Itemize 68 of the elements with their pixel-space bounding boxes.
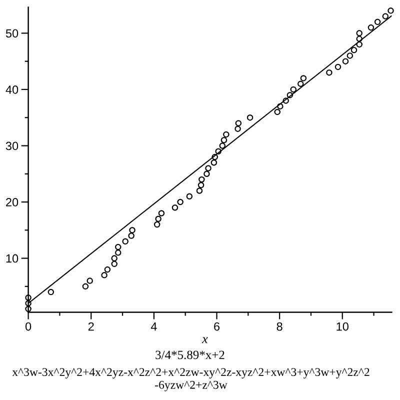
point [334,64,342,70]
point [155,216,162,222]
y-tick-label: 20 [6,198,18,206]
point [158,210,165,216]
point [198,182,204,188]
point [286,92,294,98]
point [111,255,118,262]
x-tick-label: 0 [25,322,32,331]
point [246,114,254,121]
point [277,103,284,110]
point [368,24,374,31]
point [204,170,210,177]
point [388,8,394,14]
point [342,58,349,64]
point [25,294,32,301]
point [346,52,354,59]
y-tick-label: 10 [6,254,18,263]
point [356,30,362,36]
point [122,238,128,245]
point [300,75,307,82]
x-tick-label: 4 [150,322,157,331]
point [356,41,362,48]
text: x^3w-3x^2y^2+4x^2yz-x^2z^2+x^2zw-xy^2z-xyz^2+xw^3+y^3w+y^2z^2 -6yzw^2+z^3w [12,368,370,392]
point [186,193,193,200]
point [101,272,108,278]
point [212,154,218,160]
point [115,244,122,250]
point [154,221,160,228]
point [215,148,222,154]
point [219,142,226,149]
point [210,159,218,166]
point [220,136,228,144]
point [235,120,242,126]
x-tick-label: 6 [214,322,220,331]
x-tick-label: 10 [336,322,348,331]
point [356,36,362,42]
point [25,306,32,312]
point [129,227,136,234]
x-tick-label: 8 [276,322,282,331]
point [198,176,205,183]
point [172,204,178,211]
point [48,288,54,296]
point [297,80,304,87]
point [177,198,184,206]
point [196,188,203,194]
point [25,300,32,306]
x-axis-title: x [202,337,208,344]
point [205,165,212,172]
point [104,266,111,273]
point [234,126,241,132]
point [374,18,381,26]
point [382,13,389,20]
point [282,98,289,104]
x-tick-label: 2 [88,322,94,331]
point [86,278,93,284]
text: 3/4*5.89*x+2 [156,350,224,360]
point [223,131,230,138]
point [82,283,89,290]
point [115,250,122,256]
point [111,260,118,268]
y-tick-label: 50 [6,29,18,38]
point [326,69,332,76]
y-tick-label: 30 [6,142,18,150]
point [274,108,280,116]
point [128,232,134,239]
point [350,46,358,54]
point [290,86,297,93]
y-tick-label: 40 [6,85,18,94]
